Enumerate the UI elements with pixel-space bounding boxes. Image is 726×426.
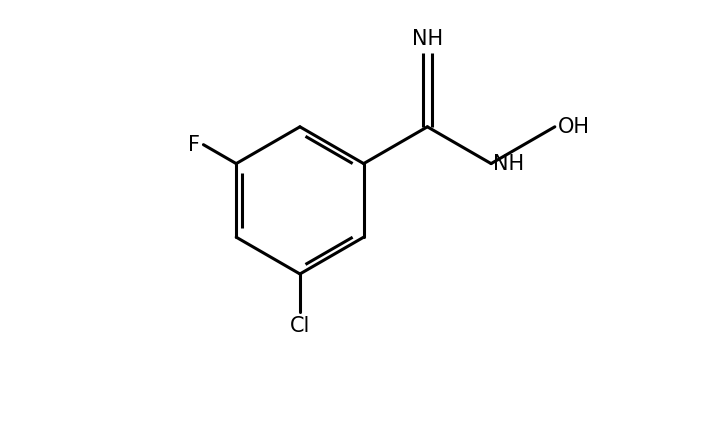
Text: OH: OH — [558, 117, 590, 137]
Text: NH: NH — [412, 29, 443, 49]
Text: NH: NH — [493, 154, 524, 174]
Text: Cl: Cl — [290, 316, 310, 336]
Text: F: F — [188, 135, 200, 155]
